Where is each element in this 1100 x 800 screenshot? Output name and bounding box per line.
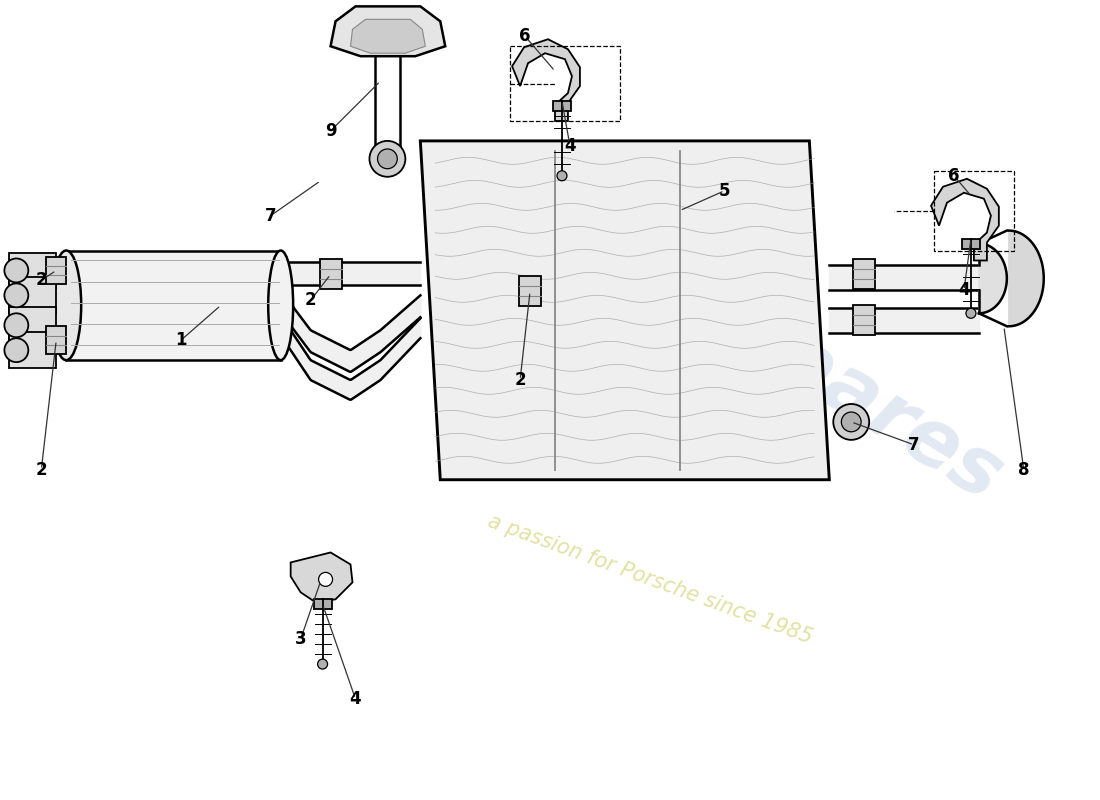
- Circle shape: [966, 308, 976, 318]
- Text: 9: 9: [324, 122, 337, 140]
- Text: 5: 5: [718, 182, 730, 200]
- Circle shape: [842, 412, 861, 432]
- Polygon shape: [10, 307, 56, 343]
- Polygon shape: [66, 250, 280, 360]
- Polygon shape: [1009, 230, 1044, 326]
- Polygon shape: [46, 257, 66, 285]
- Text: eurospares: eurospares: [543, 182, 1016, 518]
- Polygon shape: [962, 238, 980, 249]
- Text: 2: 2: [35, 461, 47, 478]
- Polygon shape: [10, 253, 56, 288]
- Circle shape: [4, 258, 29, 282]
- Text: 1: 1: [175, 331, 187, 350]
- Polygon shape: [553, 101, 571, 111]
- Polygon shape: [46, 326, 66, 354]
- Circle shape: [370, 141, 406, 177]
- Circle shape: [834, 404, 869, 440]
- Circle shape: [4, 283, 29, 307]
- Polygon shape: [290, 553, 352, 602]
- Polygon shape: [979, 243, 1006, 314]
- Polygon shape: [513, 39, 580, 121]
- Text: 7: 7: [909, 436, 920, 454]
- Text: 8: 8: [1019, 461, 1030, 478]
- Polygon shape: [331, 6, 446, 56]
- Polygon shape: [854, 259, 876, 290]
- Text: 6: 6: [948, 166, 959, 185]
- Circle shape: [557, 170, 566, 181]
- Text: 4: 4: [958, 282, 970, 299]
- Circle shape: [319, 572, 332, 586]
- Polygon shape: [854, 306, 876, 335]
- Polygon shape: [10, 332, 56, 368]
- Circle shape: [318, 659, 328, 669]
- Circle shape: [4, 314, 29, 338]
- Polygon shape: [351, 19, 426, 54]
- Text: 2: 2: [35, 271, 47, 290]
- Polygon shape: [519, 277, 541, 306]
- Polygon shape: [320, 259, 341, 290]
- Text: 4: 4: [350, 690, 361, 708]
- Text: 3: 3: [295, 630, 307, 648]
- Ellipse shape: [52, 250, 81, 360]
- Text: 4: 4: [564, 137, 575, 155]
- Text: 2: 2: [515, 371, 526, 389]
- Text: 2: 2: [305, 291, 317, 310]
- Polygon shape: [314, 599, 331, 610]
- Polygon shape: [420, 141, 829, 480]
- Text: a passion for Porsche since 1985: a passion for Porsche since 1985: [485, 511, 815, 647]
- Polygon shape: [10, 278, 56, 314]
- Text: 6: 6: [519, 27, 531, 46]
- Text: 7: 7: [265, 206, 276, 225]
- Circle shape: [4, 338, 29, 362]
- Circle shape: [377, 149, 397, 169]
- Ellipse shape: [268, 250, 294, 360]
- Polygon shape: [931, 178, 999, 261]
